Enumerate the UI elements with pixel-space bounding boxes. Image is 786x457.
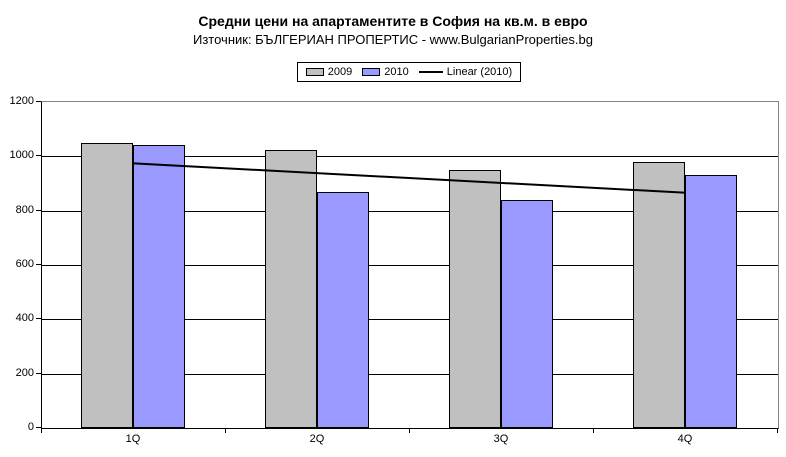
bar-2009-3Q	[449, 170, 501, 428]
legend-label: 2009	[327, 66, 353, 78]
y-axis-tick-200	[36, 373, 41, 374]
y-axis-label-400: 400	[15, 312, 34, 324]
x-axis-tick-4	[777, 428, 778, 433]
gridline-1000	[42, 156, 778, 157]
x-axis-label-2Q: 2Q	[309, 433, 325, 445]
x-axis-tick-0	[41, 428, 42, 433]
x-axis-label-4Q: 4Q	[677, 433, 693, 445]
y-axis-tick-600	[36, 264, 41, 265]
bar-2010-1Q	[133, 145, 185, 428]
legend-label: 2010	[384, 66, 409, 78]
x-axis-label-3Q: 3Q	[493, 433, 509, 445]
gridline-800	[42, 211, 778, 212]
bar-2010-3Q	[501, 200, 553, 428]
legend-line-swatch	[418, 71, 443, 73]
trendline-layer	[133, 162, 687, 194]
bar-2009-2Q	[265, 150, 317, 428]
legend-item-2010: 2010	[362, 66, 409, 78]
y-axis-tick-1200	[36, 101, 41, 102]
legend-label: Linear (2010)	[446, 66, 513, 78]
bar-2010-4Q	[685, 175, 737, 428]
y-axis-tick-800	[36, 210, 41, 211]
x-axis-label-1Q: 1Q	[125, 433, 141, 445]
y-axis-tick-1000	[36, 155, 41, 156]
y-axis-tick-400	[36, 318, 41, 319]
gridline-600	[42, 265, 778, 266]
x-axis-tick-1	[225, 428, 226, 433]
legend-item-linear-2010-: Linear (2010)	[418, 66, 513, 78]
y-axis-label-200: 200	[15, 367, 34, 379]
y-axis-label-0: 0	[27, 421, 34, 433]
legend: 2009 2010 Linear (2010)	[296, 62, 522, 82]
x-axis-tick-3	[593, 428, 594, 433]
trendline	[133, 162, 687, 194]
y-axis-label-600: 600	[15, 258, 34, 270]
plot-area	[41, 101, 779, 429]
legend-item-2009: 2009	[305, 66, 353, 78]
y-axis-label-1000: 1000	[9, 149, 34, 161]
bar-2009-1Q	[81, 143, 133, 428]
chart-subtitle: Източник: БЪЛГЕРИАН ПРОПЕРТИС - www.Bulg…	[193, 32, 593, 47]
legend-color-swatch	[362, 68, 381, 76]
legend-color-swatch	[305, 68, 324, 76]
x-axis-tick-2	[409, 428, 410, 433]
bar-2010-2Q	[317, 192, 369, 428]
gridline-400	[42, 319, 778, 320]
y-axis-tick-0	[36, 427, 41, 428]
chart-title: Средни цени на апартаментите в София на …	[198, 13, 588, 29]
y-axis-label-800: 800	[15, 204, 34, 216]
legend-row: 2009 2010 Linear (2010)	[41, 62, 777, 82]
bar-2009-4Q	[633, 162, 685, 428]
gridline-200	[42, 374, 778, 375]
y-axis-label-1200: 1200	[9, 95, 34, 107]
